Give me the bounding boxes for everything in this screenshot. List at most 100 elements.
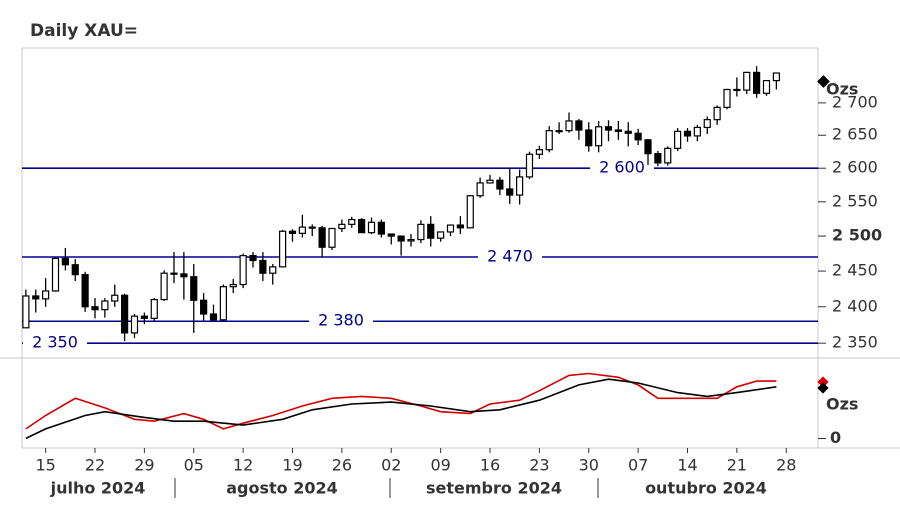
candle-body <box>229 283 237 288</box>
candle-body <box>318 227 326 248</box>
candle-body <box>269 266 277 274</box>
level-label-bg <box>478 247 542 268</box>
candle-body <box>160 272 168 301</box>
candle-body <box>91 306 99 311</box>
candle-body <box>575 120 583 131</box>
candle-body <box>190 276 198 301</box>
y-tick-label: 2 350 <box>832 333 878 352</box>
candle-body <box>506 188 514 196</box>
candle-body <box>111 294 119 302</box>
candle-body <box>535 149 543 155</box>
candle-body <box>200 299 208 315</box>
candle-body <box>664 147 672 164</box>
level-label: 2 350 <box>32 333 78 352</box>
candle-body <box>328 227 336 248</box>
y-tick-label: 2 650 <box>832 125 878 144</box>
candle-body <box>209 313 218 321</box>
candle-body <box>545 130 553 151</box>
candle-body <box>743 71 751 91</box>
candle-body <box>239 255 247 286</box>
candle-body <box>703 119 711 129</box>
y-tick-label: 2 700 <box>832 92 878 111</box>
candle-body <box>762 80 771 94</box>
candle-body <box>437 231 445 239</box>
candle-body <box>22 295 30 329</box>
month-label: outubro 2024 <box>645 479 767 498</box>
level-label-bg <box>309 311 373 332</box>
y-tick-label: 2 500 <box>832 226 882 245</box>
x-tick-label: 23 <box>529 456 549 475</box>
candle-body <box>595 126 603 147</box>
y-tick-label: 2 600 <box>832 158 878 177</box>
candle-body <box>772 72 780 82</box>
candle-body <box>466 195 474 229</box>
candle-body <box>516 176 524 196</box>
indicator-marker <box>817 376 829 388</box>
candle-body <box>298 226 306 234</box>
candle-body <box>417 223 425 241</box>
indicator-line <box>25 372 777 430</box>
candle-body <box>446 224 455 233</box>
x-tick-label: 15 <box>35 456 55 475</box>
candle-body <box>753 71 761 94</box>
candle-body <box>140 315 148 319</box>
candle-body <box>81 274 89 308</box>
candle-body <box>121 294 129 334</box>
month-label: julho 2024 <box>50 479 146 498</box>
candle-body <box>654 153 662 164</box>
candle-body <box>150 298 158 319</box>
level-label: 2 470 <box>487 247 533 266</box>
x-tick-label: 28 <box>776 456 796 475</box>
candle-body <box>71 264 79 276</box>
x-tick-label: 21 <box>727 456 747 475</box>
x-tick-label: 07 <box>628 456 648 475</box>
candle-body <box>407 238 415 242</box>
candle-body <box>723 88 731 108</box>
candle-body <box>604 126 613 131</box>
level-label-bg <box>23 333 87 354</box>
candle-body <box>387 233 395 237</box>
candle-body <box>377 221 385 235</box>
month-label: setembro 2024 <box>426 479 562 498</box>
candle-body <box>614 129 622 132</box>
candle-body <box>683 130 692 137</box>
unit-label: Ozs <box>826 395 858 414</box>
x-tick-label: 30 <box>579 456 599 475</box>
candle-body <box>427 223 435 239</box>
y-tick-label: 2 550 <box>832 191 878 210</box>
candle-body <box>180 273 188 278</box>
x-tick-label: 12 <box>233 456 253 475</box>
candle-body <box>693 126 701 137</box>
candle-body <box>713 106 721 121</box>
unit-label: Ozs <box>826 80 858 99</box>
x-tick-label: 02 <box>381 456 401 475</box>
candle-body <box>130 315 139 334</box>
candle-body <box>219 286 227 321</box>
candle-body <box>624 130 632 134</box>
indicator-line <box>25 378 777 440</box>
level-label-bg <box>590 158 654 179</box>
candle-body <box>348 218 356 225</box>
level-label: 2 380 <box>318 311 364 330</box>
candle-body <box>367 221 376 234</box>
y-tick-label: 2 450 <box>832 261 878 280</box>
x-tick-label: 09 <box>430 456 450 475</box>
x-tick-label: 29 <box>134 456 154 475</box>
candle-body <box>101 300 109 311</box>
candle-body <box>456 224 464 229</box>
candle-body <box>733 88 741 92</box>
candle-body <box>259 259 267 274</box>
candle-body <box>486 179 494 184</box>
candle-body <box>32 295 40 300</box>
chart-title: Daily XAU= <box>30 21 138 41</box>
candle-body <box>585 129 593 147</box>
candle-body <box>279 230 287 268</box>
candle-body <box>644 139 652 155</box>
x-tick-label: 26 <box>332 456 352 475</box>
candle-body <box>674 130 682 149</box>
x-tick-label: 19 <box>282 456 302 475</box>
candle-body <box>358 218 366 234</box>
level-label: 2 600 <box>599 158 645 177</box>
candle-body <box>51 257 60 292</box>
